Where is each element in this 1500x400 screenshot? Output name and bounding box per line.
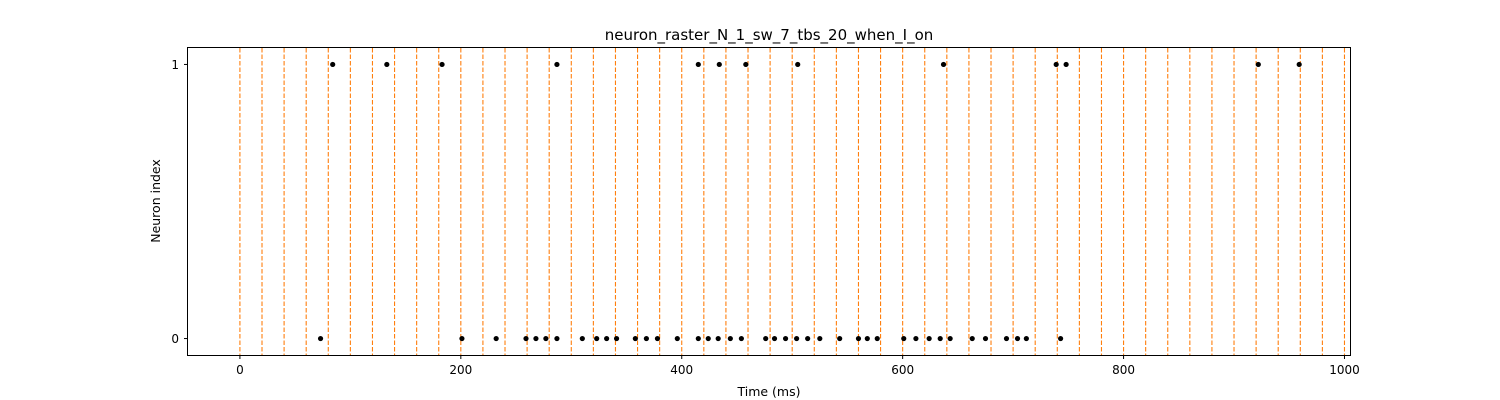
spike-n1-0: [330, 61, 336, 68]
spike-n0-26: [837, 335, 843, 342]
spike-n0-22: [782, 335, 789, 342]
spike-n1-1: [384, 61, 390, 68]
spike-n0-23: [794, 335, 800, 342]
x-axis-ticks: 0 200 400 600 800 1000: [236, 355, 1360, 377]
spike-n0-15: [695, 335, 701, 342]
spike-n0-35: [969, 335, 975, 342]
spike-n0-14: [674, 335, 680, 342]
spike-n0-8: [594, 335, 600, 342]
spike-n0-29: [874, 335, 880, 342]
spike-points: [317, 61, 1302, 342]
spike-n0-16: [705, 335, 711, 342]
y-axis-label: Neuron index: [148, 159, 163, 243]
spike-n0-18: [727, 335, 733, 342]
spike-n0-30: [901, 335, 907, 342]
spike-n1-12: [1296, 61, 1302, 68]
spike-n0-7: [579, 335, 585, 342]
spike-n0-21: [771, 335, 778, 342]
spike-n0-17: [715, 335, 721, 342]
x-tick-label-2: 400: [670, 363, 693, 377]
spike-n0-33: [937, 335, 943, 342]
x-tick-label-5: 1000: [1329, 363, 1360, 377]
y-axis-ticks: 01: [171, 58, 188, 346]
spike-n0-39: [1023, 335, 1029, 342]
spike-n1-9: [1053, 61, 1059, 68]
spike-n0-0: [317, 335, 324, 342]
spike-n0-27: [855, 335, 862, 342]
spike-n0-11: [632, 335, 638, 342]
spike-n0-1: [459, 335, 465, 342]
x-tick-label-4: 800: [1112, 363, 1135, 377]
spike-n1-11: [1255, 61, 1261, 68]
spike-n0-13: [654, 335, 661, 342]
spike-n0-6: [554, 335, 560, 342]
x-axis-label: Time (ms): [736, 384, 800, 399]
spike-n0-5: [543, 335, 549, 342]
spike-n1-5: [716, 61, 722, 68]
spike-n1-10: [1063, 61, 1069, 68]
spike-n0-36: [982, 335, 989, 342]
y-tick-label-0: 0: [171, 332, 179, 346]
spike-n1-4: [695, 61, 701, 68]
spike-n0-34: [947, 335, 953, 342]
spike-n0-2: [493, 335, 499, 342]
spike-n0-28: [864, 335, 870, 342]
spike-n0-4: [533, 335, 539, 342]
spike-n1-2: [439, 61, 445, 68]
spike-n1-7: [795, 61, 801, 68]
spike-n0-32: [926, 335, 932, 342]
x-tick-label-0: 0: [236, 363, 244, 377]
spike-n0-38: [1014, 335, 1021, 342]
spike-n0-37: [1003, 335, 1010, 342]
spike-n0-40: [1058, 335, 1064, 342]
spike-n1-8: [940, 61, 947, 68]
spike-n0-25: [817, 335, 823, 342]
stimulus-lines: [239, 48, 1346, 355]
spike-n0-20: [763, 335, 769, 342]
spike-n0-3: [523, 335, 529, 342]
x-tick-label-3: 600: [891, 363, 914, 377]
spike-n0-31: [913, 335, 919, 342]
spike-n0-24: [805, 335, 811, 342]
chart-title: neuron_raster_N_1_sw_7_tbs_20_when_I_on: [605, 26, 934, 45]
y-tick-label-1: 1: [171, 58, 179, 72]
spike-n0-9: [604, 335, 610, 342]
spike-n1-3: [554, 61, 560, 68]
spike-n0-12: [643, 335, 649, 342]
spike-n1-6: [743, 61, 749, 68]
spike-n0-10: [613, 335, 620, 342]
plot-frame: [187, 47, 1351, 356]
spike-n0-19: [738, 335, 744, 342]
x-tick-label-1: 200: [449, 363, 472, 377]
